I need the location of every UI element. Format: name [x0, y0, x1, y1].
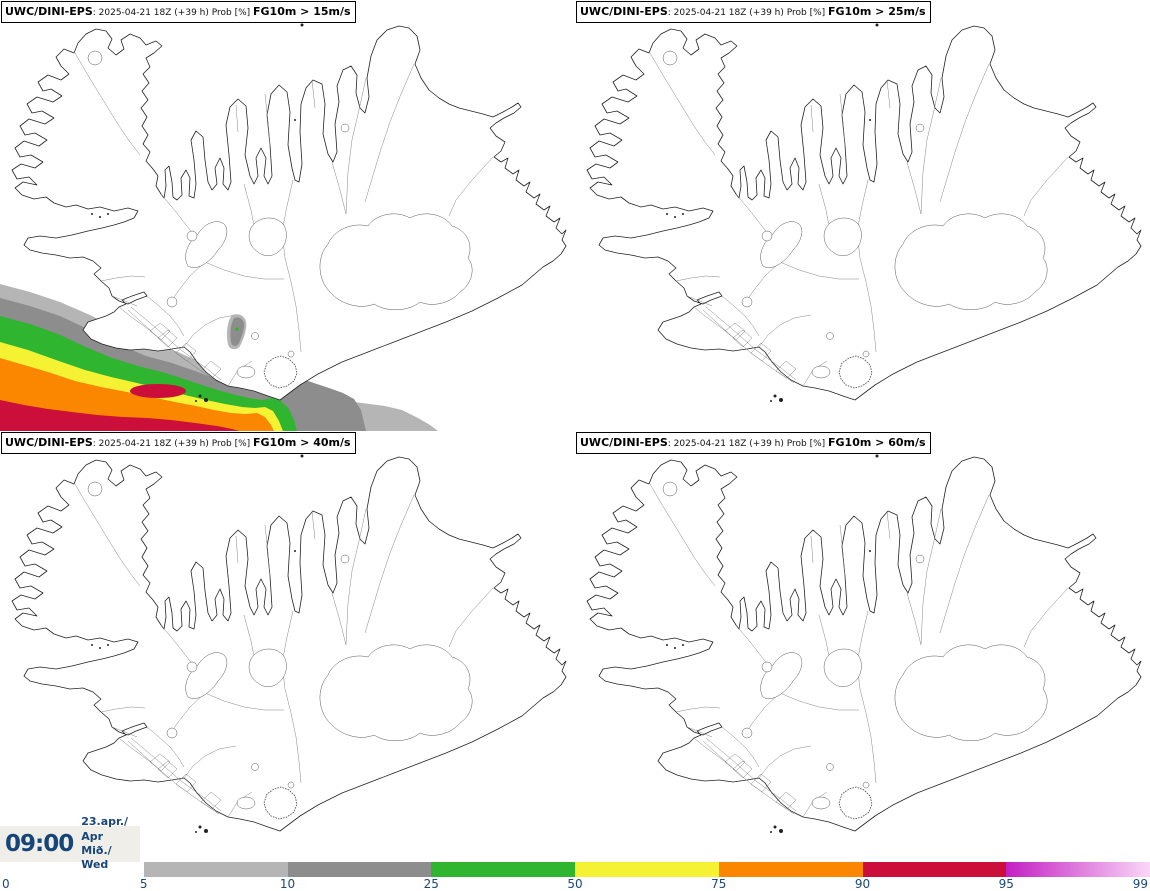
panel-fg10m-25: UWC/DINI-EPS: 2025-04-21 18Z (+39 h) Pro… [575, 0, 1150, 431]
colorbar-segment [143, 862, 288, 877]
valid-weekday: Mið./ Wed [81, 844, 112, 872]
run-label: : 2025-04-21 18Z (+39 h) Prob [%] [92, 8, 254, 18]
inland-gust-patch [227, 314, 247, 350]
valid-date: 23.apr./ Apr [81, 815, 129, 843]
colorbar-tick: 25 [423, 877, 439, 891]
map-fg10m-25 [586, 23, 1142, 403]
colorbar-segment [431, 862, 575, 877]
threshold-label: FG10m > 60m/s [828, 436, 926, 449]
band-gte90 [0, 400, 239, 431]
colorbar-segment [287, 862, 432, 877]
panel-fg10m-15: UWC/DINI-EPS: 2025-04-21 18Z (+39 h) Pro… [0, 0, 575, 431]
threshold-label: FG10m > 15m/s [253, 5, 351, 18]
colorbar-tick: 99 [1132, 877, 1148, 891]
valid-date-column: 23.apr./ Apr Mið./ Wed [81, 815, 140, 872]
probability-colorbar [0, 862, 1150, 877]
run-label: : 2025-04-21 18Z (+39 h) Prob [%] [92, 439, 254, 449]
run-label: : 2025-04-21 18Z (+39 h) Prob [%] [667, 439, 829, 449]
panel-title: UWC/DINI-EPS: 2025-04-21 18Z (+39 h) Pro… [576, 432, 931, 454]
threshold-label: FG10m > 25m/s [828, 5, 926, 18]
run-label: : 2025-04-21 18Z (+39 h) Prob [%] [667, 8, 829, 18]
map-fg10m-60 [586, 454, 1142, 834]
colorbar-tick: 0 [2, 877, 10, 891]
panel-title: UWC/DINI-EPS: 2025-04-21 18Z (+39 h) Pro… [1, 1, 356, 23]
model-label: UWC/DINI-EPS [580, 5, 668, 18]
band-gte90-patch [130, 384, 186, 398]
colorbar-tick: 5 [139, 877, 148, 891]
panel-fg10m-60: UWC/DINI-EPS: 2025-04-21 18Z (+39 h) Pro… [575, 431, 1150, 862]
colorbar-segment [575, 862, 719, 877]
colorbar-tick: 50 [567, 877, 583, 891]
valid-time: 09:00 [5, 831, 74, 857]
threshold-label: FG10m > 40m/s [253, 436, 351, 449]
panel-title: UWC/DINI-EPS: 2025-04-21 18Z (+39 h) Pro… [1, 432, 356, 454]
panel-fg10m-40: UWC/DINI-EPS: 2025-04-21 18Z (+39 h) Pro… [0, 431, 575, 862]
model-label: UWC/DINI-EPS [5, 436, 93, 449]
colorbar-tick-row: 0 5 10 25 50 75 90 95 99 [0, 877, 1150, 891]
colorbar-segment [862, 862, 1007, 877]
colorbar-tick: 75 [711, 877, 727, 891]
colorbar-segment [718, 862, 863, 877]
map-fg10m-15 [0, 23, 567, 431]
model-label: UWC/DINI-EPS [580, 436, 668, 449]
panel-title: UWC/DINI-EPS: 2025-04-21 18Z (+39 h) Pro… [576, 1, 931, 23]
colorbar-tick: 95 [998, 877, 1014, 891]
valid-time-box: 09:00 23.apr./ Apr Mið./ Wed [0, 815, 140, 871]
colorbar-tick: 10 [279, 877, 296, 891]
colorbar-segment [1006, 862, 1150, 877]
colorbar-tick: 90 [854, 877, 871, 891]
model-label: UWC/DINI-EPS [5, 5, 93, 18]
map-fg10m-40 [11, 454, 567, 834]
